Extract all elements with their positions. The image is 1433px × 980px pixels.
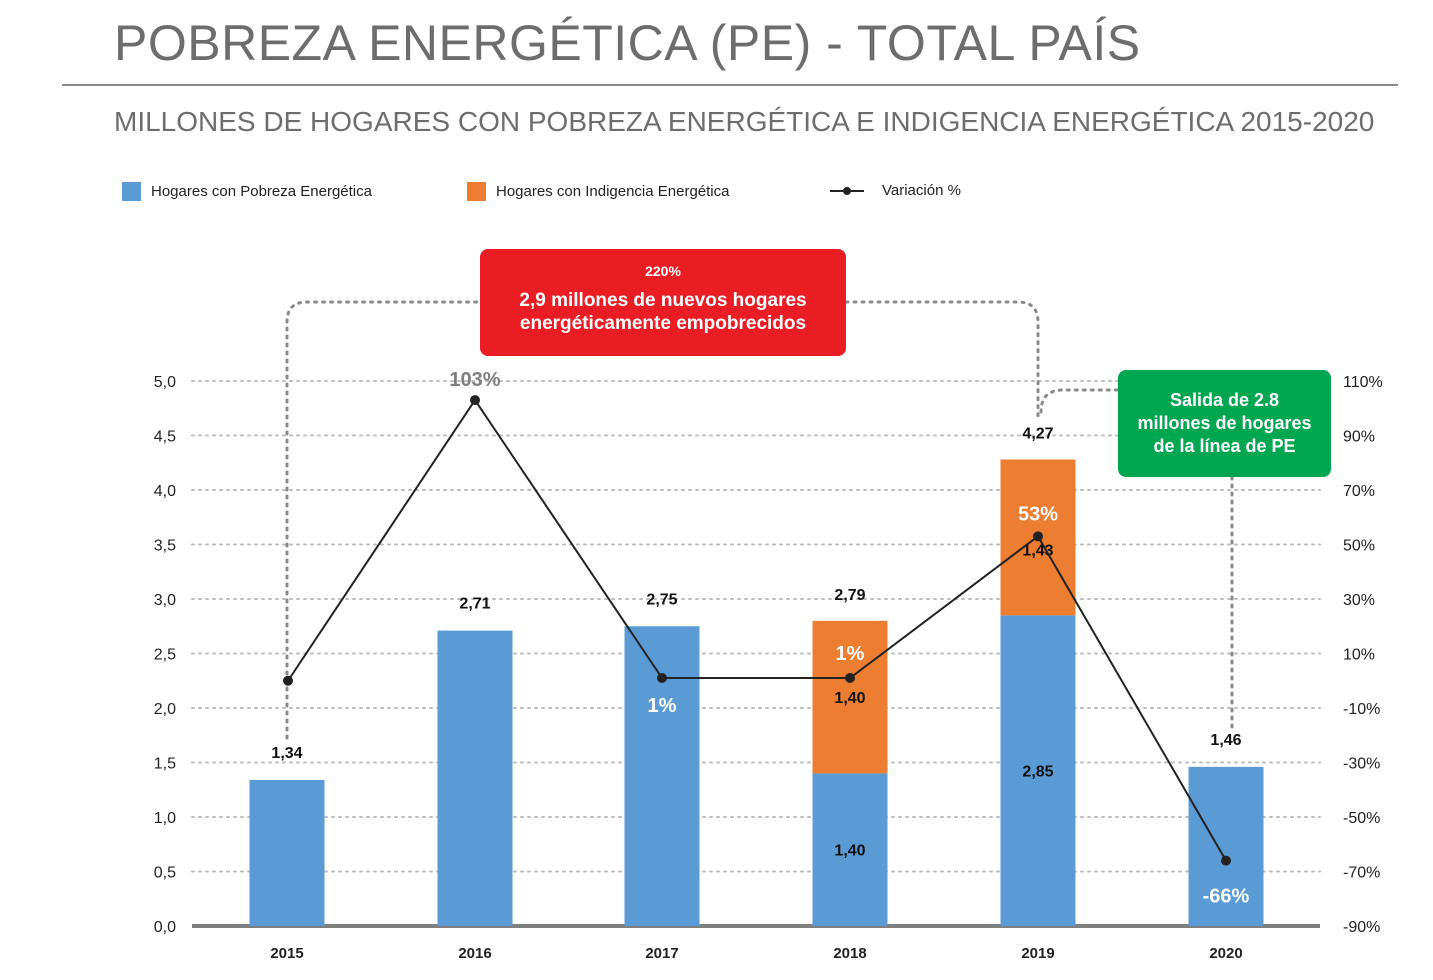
- y-left-tick-label: 2,5: [154, 647, 176, 664]
- callout-increase-percent: 220%: [645, 263, 681, 279]
- bar-indigencia-label: 1,40: [834, 690, 865, 707]
- y-right-tick-label: -30%: [1343, 756, 1380, 773]
- y-right-tick-label: 90%: [1343, 429, 1375, 446]
- y-left-tick-label: 0,5: [154, 865, 176, 882]
- bar-indigencia-label: 1,43: [1022, 542, 1053, 559]
- page-title: POBREZA ENERGÉTICA (PE) - TOTAL PAÍS: [114, 15, 1141, 71]
- variation-point: [1221, 855, 1231, 866]
- bar-total-label: 2,71: [459, 596, 490, 613]
- bar-pobreza: [437, 630, 513, 926]
- bar-pobreza-label: 1,40: [834, 843, 865, 860]
- legend-swatch-indigencia: [467, 182, 486, 201]
- variation-point: [657, 673, 667, 684]
- y-right-tick-label: -10%: [1343, 701, 1380, 718]
- bar-indigencia: [812, 620, 888, 774]
- y-right-tick-label: 70%: [1343, 483, 1375, 500]
- bar-total-label: 1,34: [271, 745, 302, 762]
- callout-increase-line-2: energéticamente empobrecidos: [519, 313, 807, 334]
- y-left-tick-label: 0,0: [154, 919, 176, 936]
- variation-point: [470, 395, 480, 406]
- legend-label-variacion: Variación %: [882, 182, 961, 199]
- variation-point: [283, 675, 293, 686]
- legend-label-pobreza: Hogares con Pobreza Energética: [151, 183, 372, 200]
- y-right-tick-label: 110%: [1343, 374, 1383, 391]
- bar-pobreza: [1000, 615, 1076, 926]
- bar-total-label: 2,75: [646, 591, 677, 608]
- variation-label: 103%: [449, 369, 500, 391]
- x-tick-label: 2020: [1209, 945, 1242, 962]
- x-tick-label: 2017: [645, 945, 678, 962]
- y-right-tick-label: -90%: [1343, 919, 1380, 936]
- bar-total-label: 4,27: [1022, 426, 1053, 443]
- callout-connector: [1039, 388, 1120, 414]
- legend-swatch-variacion: [830, 185, 864, 197]
- x-tick-label: 2018: [833, 945, 866, 962]
- bar-pobreza: [249, 779, 325, 926]
- y-left-tick-label: 5,0: [154, 374, 176, 391]
- bar-pobreza: [1188, 766, 1264, 926]
- variation-point: [845, 673, 855, 684]
- y-right-tick-label: 30%: [1343, 592, 1375, 609]
- chart-subtitle: MILLONES DE HOGARES CON POBREZA ENERGÉTI…: [114, 106, 1375, 137]
- y-right-tick-label: -70%: [1343, 865, 1380, 882]
- chart-legend: Hogares con Pobreza Energética Hogares c…: [0, 182, 1433, 206]
- legend-label-indigencia: Hogares con Indigencia Energética: [496, 183, 730, 200]
- callout-decrease: Salida de 2.8 millones de hogares de la …: [1118, 370, 1331, 477]
- y-right-tick-label: 10%: [1343, 647, 1375, 664]
- callout-connector: [844, 300, 1040, 422]
- legend-item-variacion: Variación %: [830, 182, 961, 199]
- callout-connector: [285, 300, 482, 740]
- y-left-tick-label: 1,0: [154, 810, 176, 827]
- title-divider: [62, 84, 1398, 86]
- bar-total-label: 1,46: [1210, 732, 1241, 749]
- callout-decrease-line-2: millones de hogares: [1137, 413, 1312, 433]
- y-left-tick-label: 4,0: [154, 483, 176, 500]
- legend-item-indigencia: Hogares con Indigencia Energética: [467, 182, 729, 201]
- bar-pobreza: [624, 626, 700, 926]
- x-tick-label: 2019: [1021, 945, 1054, 962]
- variation-point: [1033, 531, 1043, 542]
- bar-pobreza-label: 2,85: [1022, 764, 1053, 781]
- legend-swatch-pobreza: [122, 182, 141, 201]
- legend-item-pobreza: Hogares con Pobreza Energética: [122, 182, 372, 201]
- callout-decrease-line-1: Salida de 2.8: [1169, 390, 1280, 410]
- callout-increase: 220% 2,9 millones de nuevos hogares ener…: [480, 249, 846, 356]
- variation-label: 1%: [648, 695, 677, 717]
- x-tick-label: 2016: [458, 945, 491, 962]
- variation-label: 53%: [1018, 503, 1058, 525]
- y-left-tick-label: 1,5: [154, 756, 176, 773]
- y-left-tick-label: 3,0: [154, 592, 176, 609]
- callout-increase-line-1: 2,9 millones de nuevos hogares: [519, 290, 807, 311]
- variation-label: 1%: [836, 643, 865, 665]
- y-right-tick-label: -50%: [1343, 810, 1380, 827]
- y-left-tick-label: 3,5: [154, 538, 176, 555]
- callout-decrease-line-3: de la línea de PE: [1153, 436, 1296, 456]
- y-right-tick-label: 50%: [1343, 538, 1375, 555]
- bar-total-label: 2,79: [834, 587, 865, 604]
- variation-label: -66%: [1203, 886, 1250, 908]
- x-tick-label: 2015: [270, 945, 303, 962]
- y-left-tick-label: 4,5: [154, 429, 176, 446]
- y-left-tick-label: 2,0: [154, 701, 176, 718]
- variation-line: [287, 398, 1227, 862]
- bar-pobreza: [812, 773, 888, 926]
